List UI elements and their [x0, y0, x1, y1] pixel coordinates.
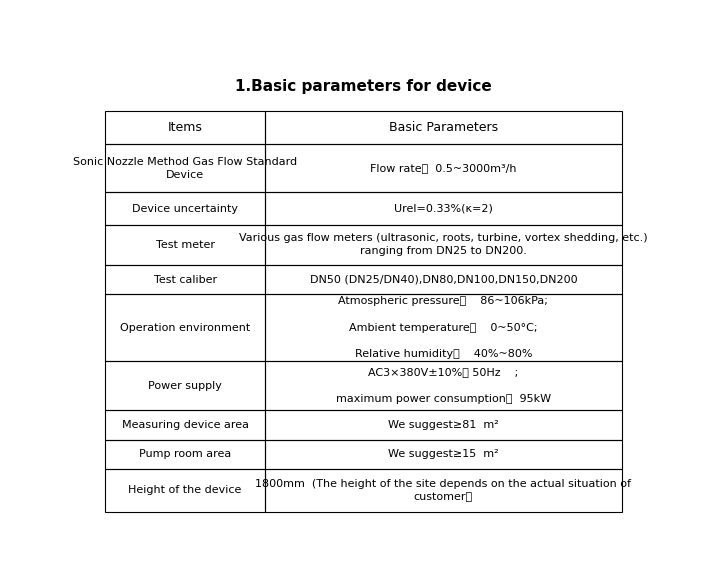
- Text: Test meter: Test meter: [156, 240, 215, 250]
- Text: Various gas flow meters (ultrasonic, roots, turbine, vortex shedding, etc.)
rang: Various gas flow meters (ultrasonic, roo…: [239, 233, 648, 256]
- Bar: [105, 144, 265, 192]
- Bar: [105, 111, 265, 144]
- Bar: [105, 192, 265, 225]
- Bar: [265, 144, 622, 192]
- Text: Urel=0.33%(κ=2): Urel=0.33%(κ=2): [394, 203, 493, 213]
- Bar: [265, 265, 622, 294]
- Text: AC3×380V±10%、 50Hz    ;

maximum power consumption：  95kW: AC3×380V±10%、 50Hz ; maximum power consu…: [336, 368, 551, 404]
- Text: We suggest≥15  m²: We suggest≥15 m²: [388, 449, 498, 459]
- Bar: [265, 440, 622, 469]
- Bar: [105, 440, 265, 469]
- Bar: [265, 410, 622, 440]
- Text: Operation environment: Operation environment: [120, 323, 250, 333]
- Bar: [265, 469, 622, 512]
- Text: Items: Items: [168, 121, 203, 134]
- Text: We suggest≥81  m²: We suggest≥81 m²: [388, 420, 499, 430]
- Bar: [105, 361, 265, 410]
- Bar: [105, 410, 265, 440]
- Text: Device uncertainty: Device uncertainty: [132, 203, 238, 213]
- Text: Sonic Nozzle Method Gas Flow Standard
Device: Sonic Nozzle Method Gas Flow Standard De…: [73, 156, 297, 180]
- Text: Height of the device: Height of the device: [128, 486, 242, 496]
- Bar: [105, 469, 265, 512]
- Bar: [265, 111, 622, 144]
- Text: Pump room area: Pump room area: [139, 449, 231, 459]
- Bar: [105, 294, 265, 361]
- Text: 1.Basic parameters for device: 1.Basic parameters for device: [235, 79, 492, 94]
- Text: Atmospheric pressure：    86~106kPa;

Ambient temperature：    0~50°C;

Relative h: Atmospheric pressure： 86~106kPa; Ambient…: [338, 296, 548, 359]
- Bar: [265, 361, 622, 410]
- Bar: [265, 192, 622, 225]
- Text: 1800mm  (The height of the site depends on the actual situation of
customer）: 1800mm (The height of the site depends o…: [255, 479, 632, 502]
- Text: Flow rate：  0.5~3000m³/h: Flow rate： 0.5~3000m³/h: [370, 163, 517, 173]
- Bar: [105, 265, 265, 294]
- Text: DN50 (DN25/DN40),DN80,DN100,DN150,DN200: DN50 (DN25/DN40),DN80,DN100,DN150,DN200: [310, 275, 577, 285]
- Text: Measuring device area: Measuring device area: [122, 420, 249, 430]
- Text: Basic Parameters: Basic Parameters: [389, 121, 498, 134]
- Text: Power supply: Power supply: [148, 380, 222, 390]
- Bar: [265, 294, 622, 361]
- Text: Test caliber: Test caliber: [154, 275, 217, 285]
- Bar: [265, 225, 622, 265]
- Bar: [105, 225, 265, 265]
